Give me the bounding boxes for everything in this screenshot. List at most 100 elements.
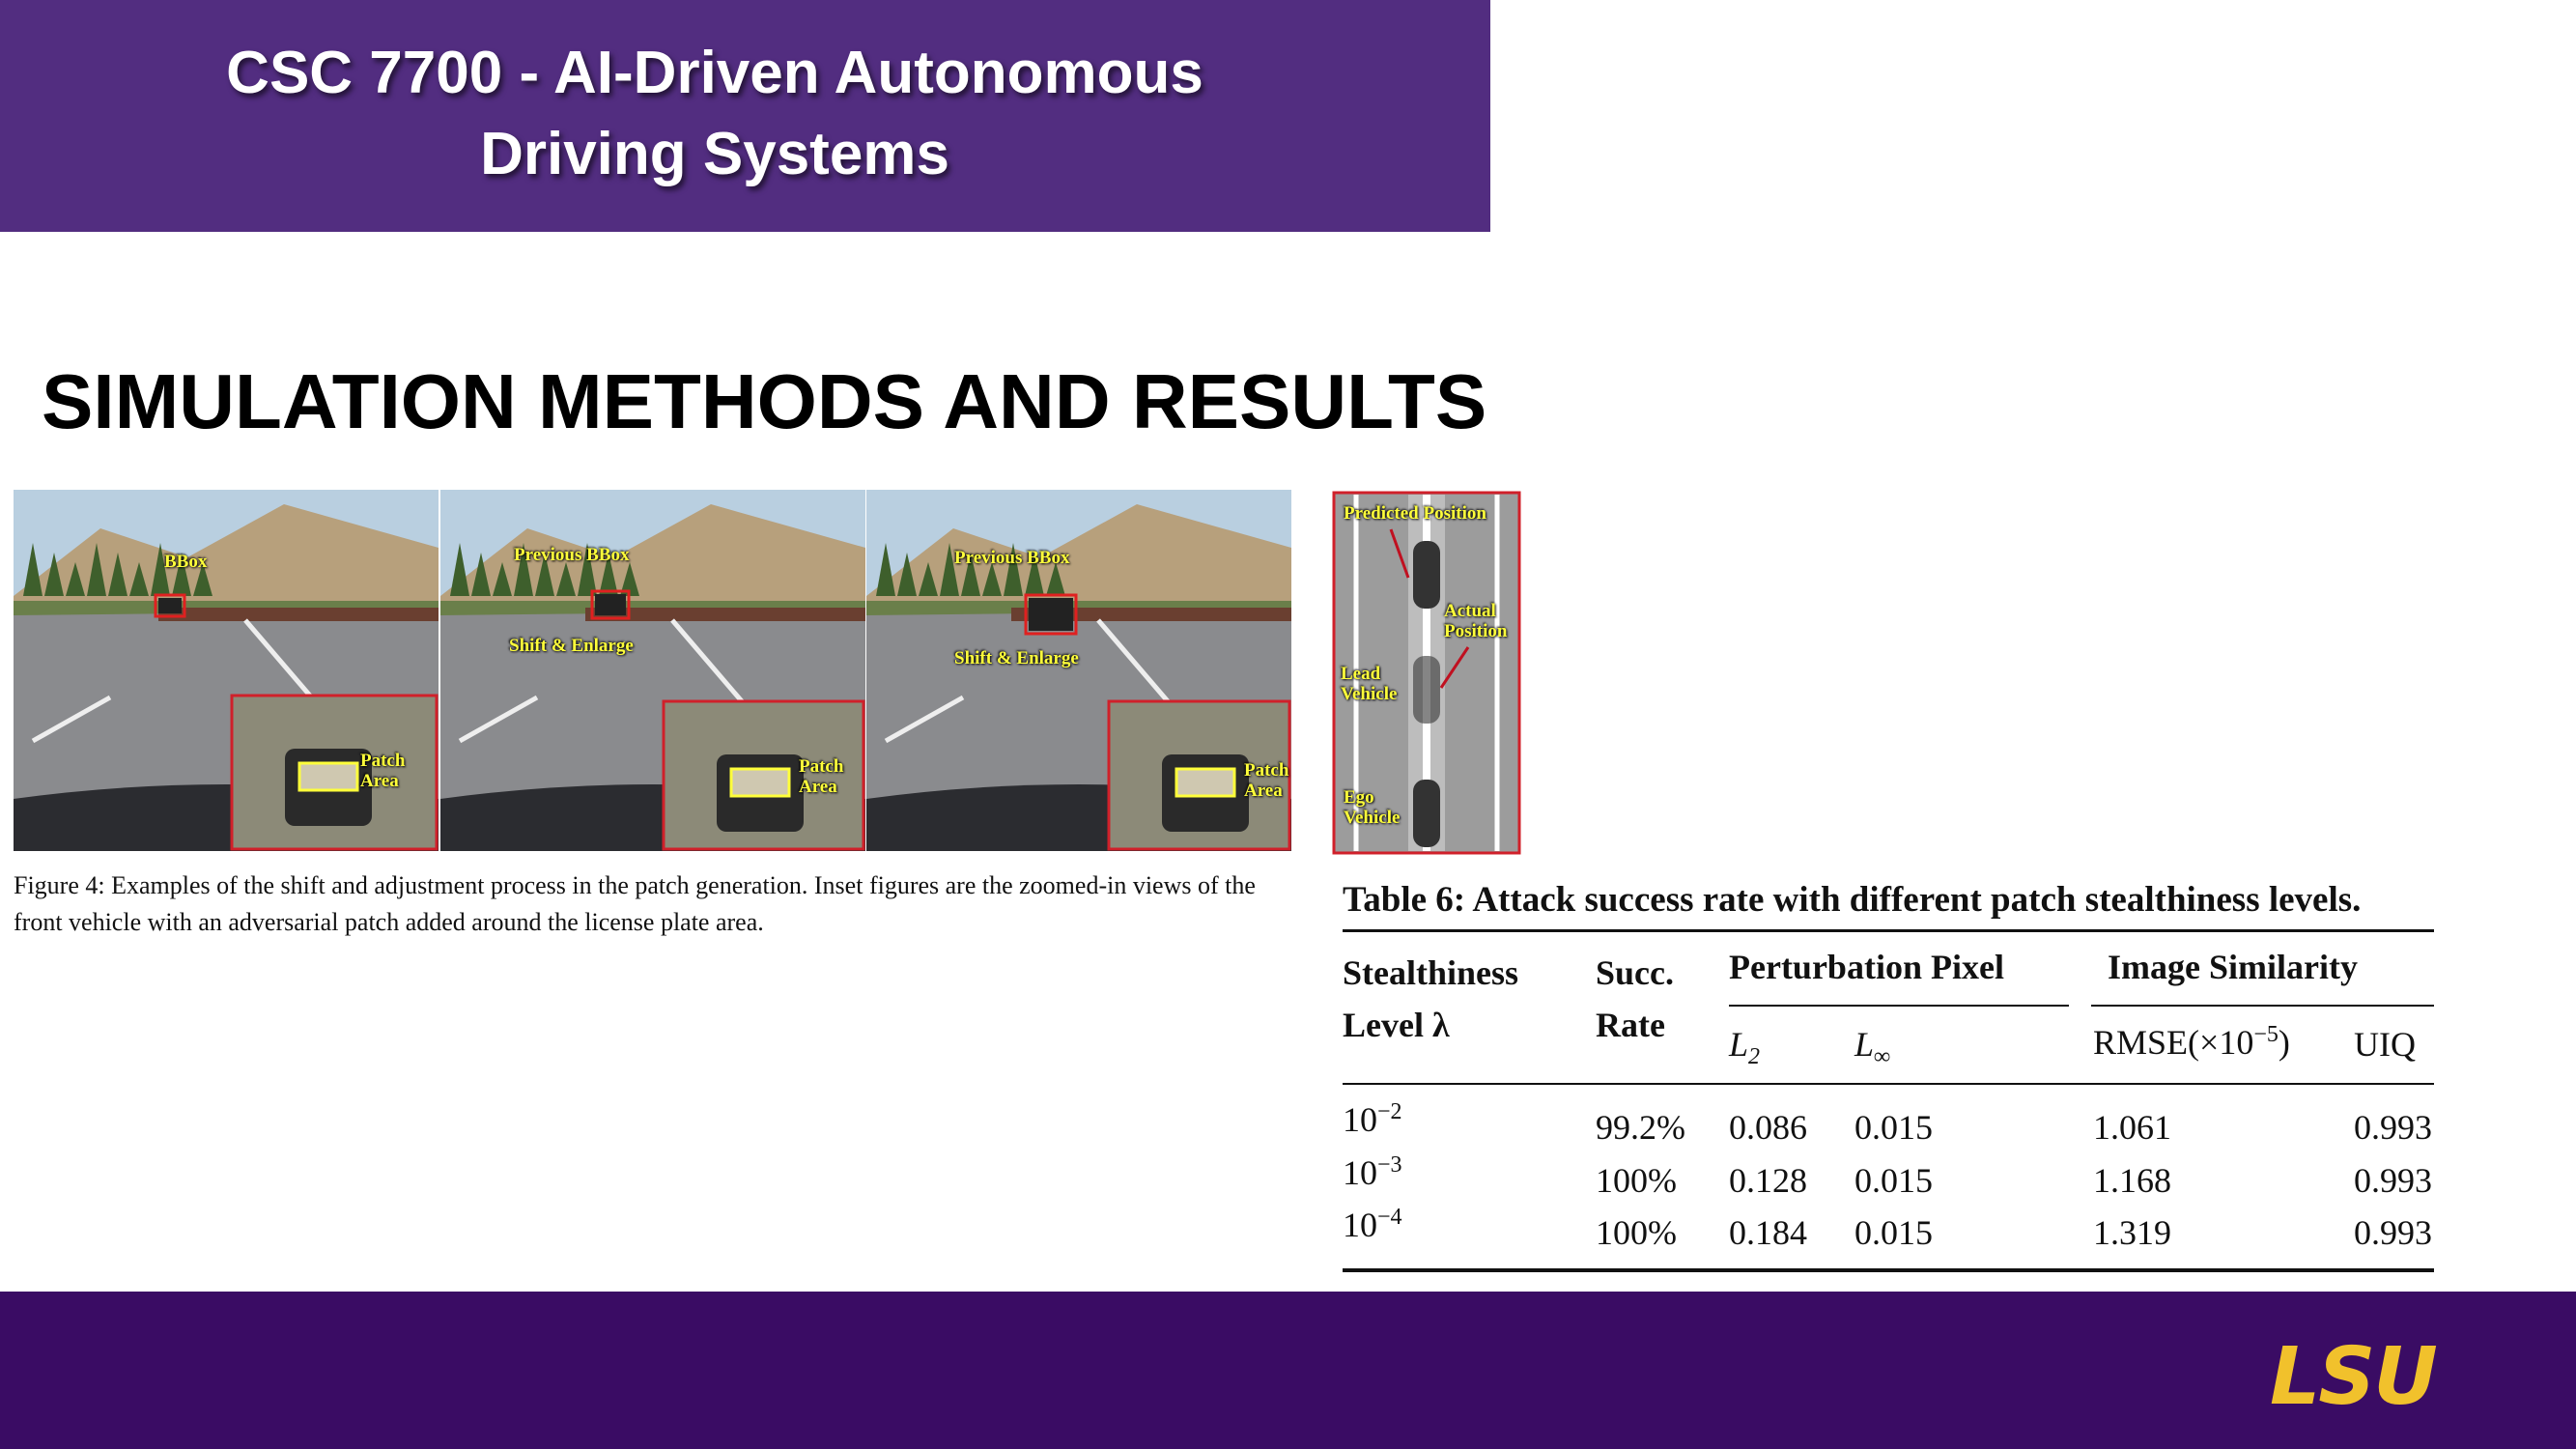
header-title: Driving Systems xyxy=(480,121,949,187)
level-exp: −3 xyxy=(1377,1152,1402,1178)
l2-base: L xyxy=(1729,1025,1749,1064)
header-title: CSC 7700 - AI-Driven Autonomous xyxy=(226,40,1203,106)
tree xyxy=(44,553,64,596)
bbox xyxy=(154,593,186,618)
header-l2: L2 xyxy=(1729,1024,1760,1070)
tree xyxy=(23,543,42,596)
table-rule xyxy=(1343,929,2434,932)
rmse-sup: −5 xyxy=(2253,1022,2279,1047)
table-cell: 1.168 xyxy=(2093,1161,2171,1200)
table-cell: 0.015 xyxy=(1854,1108,1933,1147)
figure-label: Patch Area xyxy=(799,756,844,797)
diagram-label: Predicted Position xyxy=(1344,503,1486,524)
table-cell: 100% xyxy=(1596,1161,1677,1200)
tree xyxy=(919,562,938,596)
header-rmse: RMSE(×10−5) xyxy=(2093,1022,2290,1063)
table-cell: 0.993 xyxy=(2354,1213,2432,1252)
logo: LSU xyxy=(2270,1331,2438,1423)
table-cell: 0.184 xyxy=(1729,1213,1807,1252)
tree xyxy=(1004,543,1023,596)
figure-label: BBox xyxy=(164,552,208,572)
level-exp: −4 xyxy=(1377,1205,1402,1230)
arrow xyxy=(1389,528,1410,579)
level-base: 10 xyxy=(1343,1100,1377,1139)
tree xyxy=(556,562,576,596)
table-cell: 0.015 xyxy=(1854,1213,1933,1252)
table-caption: Table 6: Attack success rate with differ… xyxy=(1343,880,2362,920)
tree xyxy=(897,553,917,596)
tree xyxy=(151,543,170,596)
table-rule xyxy=(1729,1005,2069,1007)
figure-caption: Figure 4: Examples of the shift and adju… xyxy=(14,871,1256,936)
tree xyxy=(1025,553,1044,596)
table-rule xyxy=(1343,1083,2434,1085)
tree xyxy=(599,553,618,596)
header-perturbation: Perturbation Pixel xyxy=(1729,948,2004,986)
lane-mark xyxy=(884,695,965,744)
tree xyxy=(535,553,554,596)
table-rule xyxy=(1343,1268,2434,1272)
bbox xyxy=(1024,593,1078,636)
level-cell: 10−3 xyxy=(1343,1152,1402,1193)
level-base: 10 xyxy=(1343,1206,1377,1244)
tree xyxy=(982,562,1002,596)
section-heading: SIMULATION METHODS AND RESULTS xyxy=(42,358,1487,444)
tree xyxy=(193,562,212,596)
tree xyxy=(493,562,512,596)
tree xyxy=(450,543,469,596)
guardrail xyxy=(1011,608,1291,621)
tree xyxy=(876,543,895,596)
table-cell: 0.015 xyxy=(1854,1161,1933,1200)
rmse-text: ) xyxy=(2278,1023,2290,1062)
header-level: Stealthiness Level λ xyxy=(1343,953,1519,1044)
level-cell: 10−4 xyxy=(1343,1205,1402,1245)
footer-bar xyxy=(0,1292,2576,1449)
diagram-label: Actual Position xyxy=(1444,601,1508,641)
header-rate: Succ. Rate xyxy=(1596,953,1674,1044)
figure-label: Patch Area xyxy=(1244,760,1289,801)
tree xyxy=(940,543,959,596)
level-cell: 10−2 xyxy=(1343,1099,1402,1140)
tree xyxy=(471,553,491,596)
table-cell: 1.061 xyxy=(2093,1108,2171,1147)
car xyxy=(1413,780,1440,847)
figure-label: Shift & Enlarge xyxy=(954,648,1079,668)
guardrail xyxy=(158,608,439,621)
tree xyxy=(1046,562,1065,596)
level-base: 10 xyxy=(1343,1153,1377,1192)
header-similarity: Image Similarity xyxy=(2108,948,2358,986)
table-cell: 99.2% xyxy=(1596,1108,1685,1147)
table-cell: 1.319 xyxy=(2093,1213,2171,1252)
tree xyxy=(87,543,106,596)
tree xyxy=(129,562,149,596)
vehicle xyxy=(158,598,182,613)
header-bar xyxy=(0,0,1490,232)
tree xyxy=(514,543,533,596)
patch-box xyxy=(1175,767,1236,798)
tree xyxy=(172,553,191,596)
tree xyxy=(961,553,980,596)
table-cell: 100% xyxy=(1596,1213,1677,1252)
table-rule xyxy=(2091,1005,2434,1007)
patch-box xyxy=(729,767,791,798)
table-cell: 0.993 xyxy=(2354,1161,2432,1200)
table-cell: 0.128 xyxy=(1729,1161,1807,1200)
arrow xyxy=(1439,646,1470,689)
car xyxy=(1413,541,1440,609)
tree xyxy=(578,543,597,596)
lane-mark xyxy=(31,695,112,744)
l2-sub: 2 xyxy=(1748,1044,1761,1070)
tree xyxy=(108,553,127,596)
diagram-label: Ego Vehicle xyxy=(1344,787,1401,828)
vehicle xyxy=(1029,598,1073,631)
guardrail xyxy=(585,608,865,621)
lane-mark xyxy=(458,695,539,744)
figure-label: Patch Area xyxy=(360,751,406,791)
tree xyxy=(66,562,85,596)
linf-base: L xyxy=(1854,1025,1875,1064)
bbox xyxy=(590,589,631,620)
patch-box xyxy=(297,761,359,792)
rmse-text: RMSE(×10 xyxy=(2093,1023,2254,1062)
